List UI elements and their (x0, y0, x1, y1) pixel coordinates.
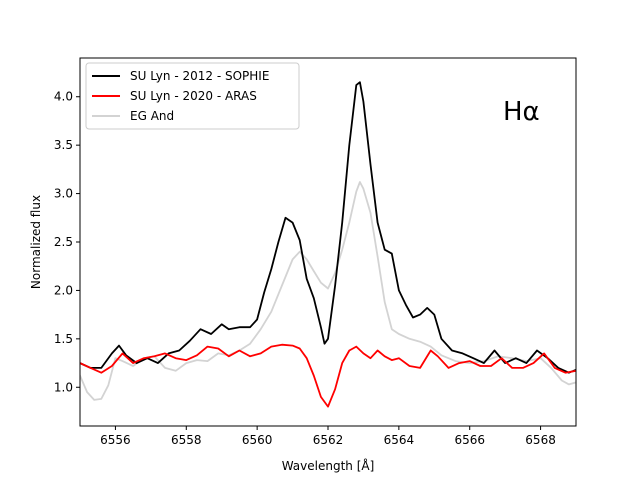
legend-label: EG And (130, 109, 174, 123)
x-tick-label: 6560 (242, 433, 273, 447)
x-tick-label: 6568 (525, 433, 556, 447)
series-line-su-lyn-2020-aras (80, 343, 576, 408)
y-axis-ticks: 1.0 1.5 2.0 2.5 3.0 3.5 4.0 (54, 90, 80, 394)
legend-label: SU Lyn - 2020 - ARAS (130, 89, 257, 103)
y-tick-label: 3.5 (54, 138, 73, 152)
legend-box (85, 62, 300, 130)
x-tick-label: 6566 (454, 433, 485, 447)
x-axis-ticks: 6556 6558 6560 6562 6564 6566 6568 (100, 426, 556, 447)
h-alpha-annotation: Hα (503, 97, 540, 127)
x-tick-label: 6562 (313, 433, 344, 447)
series-line-su-lyn-2012-sophie (80, 81, 576, 374)
x-tick-label: 6556 (100, 433, 131, 447)
y-tick-label: 1.5 (54, 332, 73, 346)
y-tick-label: 3.0 (54, 187, 73, 201)
legend-label: SU Lyn - 2012 - SOPHIE (130, 69, 269, 83)
y-axis-label: Normalized flux (29, 195, 43, 289)
y-tick-label: 2.5 (54, 235, 73, 249)
y-tick-label: 4.0 (54, 90, 73, 104)
x-tick-label: 6564 (384, 433, 415, 447)
legend: SU Lyn - 2012 - SOPHIE SU Lyn - 2020 - AR… (85, 62, 300, 130)
series-layer (80, 81, 576, 408)
x-axis-label: Wavelength [Å] (282, 458, 375, 473)
y-tick-label: 1.0 (54, 380, 73, 394)
y-tick-label: 2.0 (54, 283, 73, 297)
x-tick-label: 6558 (171, 433, 202, 447)
